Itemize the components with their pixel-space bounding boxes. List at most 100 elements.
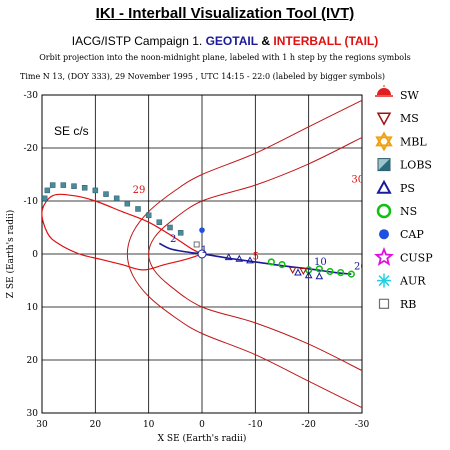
ps-marker (315, 272, 324, 280)
x-tick-label: 30 (36, 420, 48, 430)
interball-hour-label: 30 (351, 174, 364, 185)
ps-marker (294, 268, 302, 276)
ps-marker (246, 256, 254, 264)
lobs-marker (60, 182, 67, 188)
sun-icon (375, 85, 393, 97)
ns-marker (278, 261, 286, 269)
lobs-marker (81, 185, 88, 191)
geotail-hour-label: 2 (170, 234, 176, 245)
time-range: Time N 13, (DOY 333), 29 November 1995 ,… (20, 72, 386, 81)
ns-marker (337, 268, 345, 277)
ps-marker (224, 253, 233, 261)
y-tick-label: 30 (27, 409, 39, 419)
ms-marker (299, 267, 308, 276)
legend-label: MS (400, 112, 419, 125)
star-of-david-icon (375, 131, 393, 152)
ps-marker (304, 271, 313, 279)
legend-label: SW (400, 89, 420, 102)
y-axis-label: Z SE (Earth's radii) (5, 210, 16, 299)
lobs-fill (378, 158, 390, 171)
rb-box (378, 298, 390, 309)
lobs-marker (42, 195, 48, 202)
lobs-marker (156, 219, 163, 225)
panel-label: SE c/s (54, 124, 89, 138)
triangle-icon (376, 179, 392, 194)
mbl-tri-down (375, 136, 393, 152)
legend-item-aur: AUR (377, 273, 426, 288)
geotail-label: GEOTAIL (205, 34, 259, 48)
cap-dot (379, 229, 389, 240)
ns-marker (315, 265, 323, 273)
y-tick-label: 10 (27, 303, 39, 313)
legend-item-ps: PS (376, 179, 415, 195)
region-legend: SW MS MBL LOBS PS NS CAP CUSP AUR RB (374, 85, 433, 311)
x-tick-label: -30 (355, 420, 370, 430)
y-tick-label: -30 (24, 91, 39, 101)
ampersand: & (261, 34, 271, 48)
interball-label: INTERBALL (TAIL) (273, 34, 379, 48)
asterisk-icon (377, 273, 391, 288)
legend-label: PS (400, 182, 415, 195)
y-tick-label: -10 (24, 197, 39, 207)
cusp-star (374, 246, 394, 266)
star-icon (374, 246, 394, 266)
geotail-hour-label: 20 (354, 261, 367, 272)
earth-marker (197, 249, 207, 259)
sun-half (377, 88, 391, 95)
legend-label: CAP (400, 228, 424, 241)
ns-marker (347, 270, 355, 278)
ns-circle (376, 203, 392, 219)
lobs-marker (103, 191, 109, 197)
magnetopause-line (148, 136, 362, 372)
lobs-marker (113, 195, 120, 202)
x-tick-label: 0 (199, 420, 205, 430)
lobs-marker (124, 200, 131, 207)
lobs-marker (44, 187, 51, 194)
legend-item-rb: RB (378, 298, 416, 311)
square-icon (378, 298, 390, 309)
legend-label: RB (400, 298, 416, 311)
legend-item-ns: NS (376, 203, 417, 219)
ms-marker (288, 266, 297, 274)
lobs-marker (92, 187, 99, 194)
legend-label: CUSP (400, 251, 433, 264)
legend-label: LOBS (400, 159, 432, 172)
down-triangle-icon (376, 112, 392, 126)
ns-marker (267, 258, 275, 266)
lobs-marker (71, 183, 77, 189)
legend-label: NS (400, 205, 417, 218)
legend-item-lobs: LOBS (377, 158, 432, 172)
plot-frame (41, 94, 363, 414)
bow-shock-line (126, 99, 362, 409)
lobs-marker (145, 212, 152, 219)
legend-label: AUR (399, 275, 426, 288)
ns-marker (326, 267, 334, 276)
y-tick-label: 0 (32, 250, 38, 260)
lobs-marker (167, 224, 173, 231)
interball-hour-label: 5 (253, 251, 259, 262)
aur-spoke (378, 275, 390, 287)
x-axis-label: X SE (Earth's radii) (158, 433, 247, 444)
geotail-hour-label: 1 (201, 245, 207, 256)
legend-label: MBL (400, 135, 427, 148)
campaign-prefix: IACG/ISTP Campaign 1. (71, 34, 203, 48)
mbl-tri-up (375, 131, 393, 147)
y-tick-label: 20 (27, 356, 39, 366)
plot-content: SE c/s 29 30 5 2 1 10 20 (42, 99, 367, 409)
legend-item-cap: CAP (379, 228, 424, 241)
y-tick-label: -20 (24, 144, 39, 154)
x-tick-label: 10 (143, 420, 155, 430)
lobs-marker (135, 206, 141, 212)
orbit-subtitle: Orbit projection into the noon-midnight … (39, 53, 411, 62)
x-tick-label: -10 (248, 420, 263, 430)
app-title: IKI - Interball Visualization Tool (IVT) (95, 5, 355, 22)
rb-marker (193, 241, 200, 248)
filled-hexagon-icon (379, 229, 389, 240)
legend-item-sw: SW (375, 85, 420, 102)
lobs-square-icon (377, 158, 391, 172)
ps-triangle (376, 179, 392, 194)
ps-marker (235, 254, 244, 262)
cap-marker (199, 227, 205, 233)
legend-item-ms: MS (376, 112, 419, 126)
